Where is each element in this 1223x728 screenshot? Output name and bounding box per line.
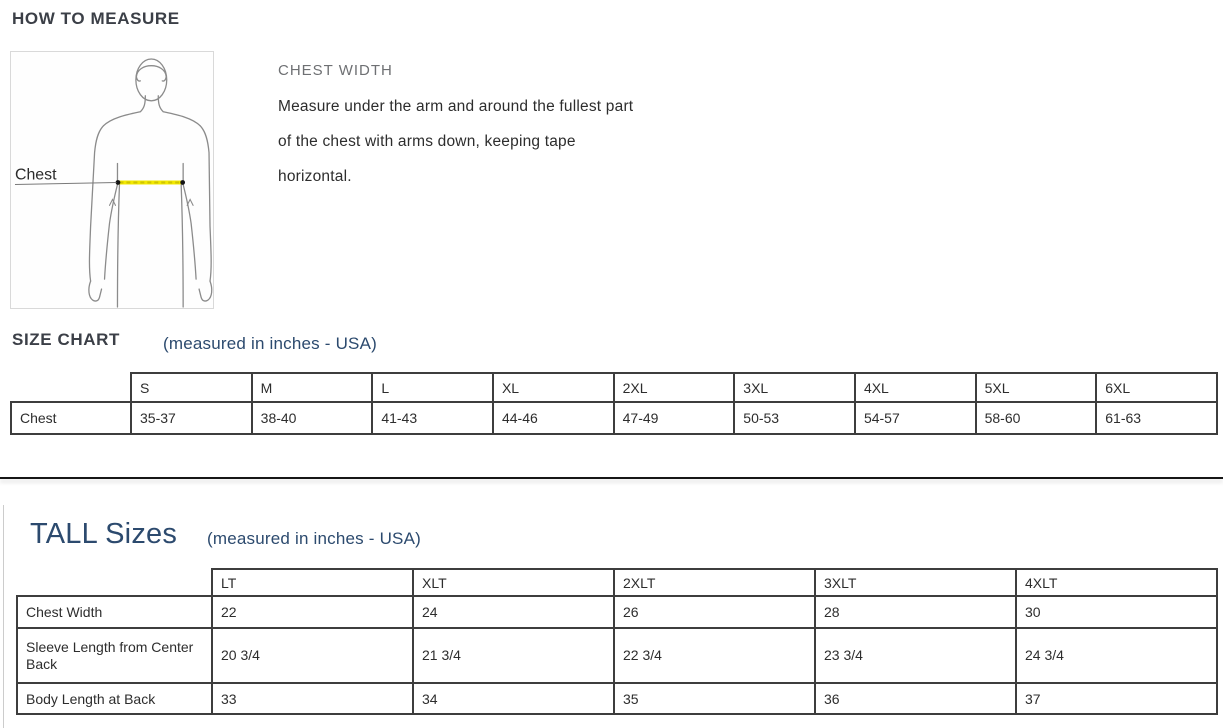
tall-header-row: LT XLT 2XLT 3XLT 4XLT (17, 568, 1218, 597)
chest-value-cell: 61-63 (1095, 401, 1218, 435)
tall-column-header: 2XLT (613, 568, 816, 597)
chest-label: Chest (15, 166, 57, 183)
chest-width-heading: CHEST WIDTH (278, 62, 393, 79)
chest-value-cell: 54-57 (853, 401, 977, 435)
value-cell: 21 3/4 (412, 627, 615, 684)
description-line: horizontal. (278, 168, 352, 185)
value-cell: 23 3/4 (814, 627, 1017, 684)
tall-units-note: (measured in inches - USA) (207, 529, 421, 548)
size-column-header: 5XL (974, 372, 1098, 403)
row-label-cell: Chest Width (16, 595, 213, 629)
body-length-row: Body Length at Back 33 34 35 36 37 (16, 682, 1218, 715)
chest-tape-icon (115, 180, 186, 185)
value-cell: 33 (211, 682, 414, 715)
value-cell: 26 (613, 595, 816, 629)
row-label-cell: Chest (10, 401, 132, 435)
tall-section-left-border (3, 505, 4, 728)
tall-sizes-table: LT XLT 2XLT 3XLT 4XLT Chest Width 22 24 … (16, 568, 1218, 715)
chest-value-cell: 38-40 (250, 401, 374, 435)
chest-row: Chest 35-37 38-40 41-43 44-46 47-49 50-5… (10, 401, 1218, 435)
size-chart-header-row: S M L XL 2XL 3XL 4XL 5XL 6XL (11, 372, 1218, 403)
tall-sizes-heading: TALL Sizes (30, 518, 178, 550)
blank-corner-cell (11, 373, 131, 402)
size-chart-heading: SIZE CHART (12, 330, 120, 349)
size-column-header: S (130, 372, 253, 403)
size-column-header: M (250, 372, 374, 403)
body-measure-diagram: Chest (10, 51, 214, 309)
chest-value-cell: 44-46 (491, 401, 615, 435)
size-chart-table: S M L XL 2XL 3XL 4XL 5XL 6XL Chest 35-37… (10, 372, 1218, 435)
size-chart-units-note: (measured in inches - USA) (163, 334, 377, 353)
value-cell: 24 (412, 595, 615, 629)
chest-value-cell: 47-49 (612, 401, 736, 435)
body-figure-illustration: Chest (14, 58, 213, 308)
sleeve-length-row: Sleeve Length from Center Back 20 3/4 21… (16, 627, 1218, 684)
value-cell: 28 (814, 595, 1017, 629)
value-cell: 35 (613, 682, 816, 715)
value-cell: 20 3/4 (211, 627, 414, 684)
chest-width-description: Measure under the arm and around the ful… (278, 89, 633, 194)
chest-width-row: Chest Width 22 24 26 28 30 (16, 595, 1218, 629)
size-column-header: 4XL (853, 372, 977, 403)
value-cell: 24 3/4 (1015, 627, 1218, 684)
section-divider (0, 477, 1223, 479)
value-cell: 37 (1015, 682, 1218, 715)
tall-column-header: LT (211, 568, 414, 597)
row-label-cell: Sleeve Length from Center Back (16, 627, 213, 684)
value-cell: 34 (412, 682, 615, 715)
size-column-header: XL (491, 372, 615, 403)
body-outline (88, 58, 213, 308)
value-cell: 22 3/4 (613, 627, 816, 684)
value-cell: 30 (1015, 595, 1218, 629)
chest-value-cell: 58-60 (974, 401, 1098, 435)
size-column-header: L (371, 372, 494, 403)
blank-corner-cell (17, 569, 212, 596)
description-line: of the chest with arms down, keeping tap… (278, 133, 576, 150)
row-label-cell: Body Length at Back (16, 682, 213, 715)
how-to-measure-heading: HOW TO MEASURE (12, 9, 180, 28)
value-cell: 36 (814, 682, 1017, 715)
size-column-header: 3XL (733, 372, 856, 403)
tall-column-header: 3XLT (814, 568, 1017, 597)
tall-column-header: XLT (412, 568, 615, 597)
chest-value-cell: 50-53 (733, 401, 856, 435)
size-column-header: 6XL (1095, 372, 1218, 403)
value-cell: 22 (211, 595, 414, 629)
chest-value-cell: 35-37 (130, 401, 253, 435)
chest-value-cell: 41-43 (371, 401, 494, 435)
size-column-header: 2XL (612, 372, 736, 403)
description-line: Measure under the arm and around the ful… (278, 98, 634, 115)
chest-pointer-line (14, 181, 117, 185)
tall-column-header: 4XLT (1015, 568, 1218, 597)
